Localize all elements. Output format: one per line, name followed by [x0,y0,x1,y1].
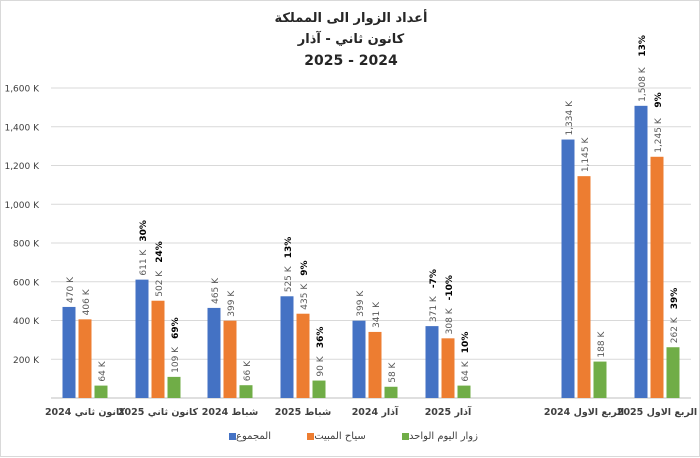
data-label: 406 K [82,288,92,315]
bar [207,307,221,398]
bar [223,320,237,398]
legend-item-total: المجموع [224,431,271,442]
bar [457,385,471,398]
growth-label: 13% [638,35,648,57]
bar [384,386,398,398]
data-label: 308 K [445,307,455,334]
bar [94,385,108,398]
data-label: 1,508 K [638,66,648,102]
x-tick-label: كانون ثاني 2025 [118,407,199,418]
bar [296,313,310,398]
bar [78,319,92,398]
bar [425,326,439,398]
bar [666,347,680,398]
legend-label-same-day: زوار اليوم الواحد [408,431,478,442]
bar [561,139,575,398]
x-tick-label: كانون ثاني 2024 [45,407,126,418]
legend-swatch-same-day [401,432,409,440]
growth-label: 24% [155,241,165,263]
bar [167,376,181,398]
x-tick-label: آذار 2025 [425,405,472,418]
bar [368,331,382,398]
data-label: 470 K [66,276,76,303]
chart-title-line-2: كانون ثاني - آذار [297,32,405,47]
x-tick-label: الربع الاول 2025 [617,407,697,418]
x-tick-label: آذار 2024 [352,405,399,418]
growth-label: 9% [300,260,310,275]
data-label: 399 K [227,290,237,317]
data-label: 109 K [171,346,181,373]
y-tick-label: 200 K [13,356,40,366]
chart-legend: المجموع سياح المبيت زوار اليوم الواحد [1,431,700,442]
growth-label: 13% [284,237,294,259]
data-label: 1,145 K [581,137,591,173]
legend-swatch-overnight [307,432,315,440]
legend-swatch-total [229,432,237,440]
y-tick-label: 1,000 K [4,201,40,211]
bar [280,296,294,398]
chart-title-line-3: 2025 - 2024 [304,53,398,69]
y-tick-label: 400 K [13,317,40,327]
growth-label: 39% [670,288,680,310]
bar [650,156,664,398]
bar [135,279,149,398]
bar [593,361,607,398]
growth-label: 36% [316,327,326,349]
data-label: 611 K [139,249,149,276]
data-label: 64 K [98,360,108,381]
data-label: 371 K [429,295,439,322]
chart-title-line-1: أعداد الزوار الى المملكة [274,11,428,26]
bar [352,320,366,398]
growth-label: 10% [461,332,471,354]
bar [151,300,165,398]
data-label: 188 K [597,331,607,358]
legend-label-total: المجموع [236,431,272,442]
data-label: 58 K [388,361,398,382]
data-label: 1,245 K [654,117,664,153]
x-tick-label: شباط 2024 [202,407,258,418]
growth-label: -7% [429,269,439,288]
data-label: 341 K [372,301,382,328]
data-label: 465 K [211,277,221,304]
data-label: 1,334 K [565,100,575,136]
bar [239,385,253,398]
growth-label: 30% [139,220,149,242]
data-label: 66 K [243,360,253,381]
data-label: 435 K [300,283,310,310]
bar [634,105,648,398]
y-tick-label: 1,600 K [4,85,40,95]
growth-label: 9% [654,92,664,107]
bar [312,380,326,398]
x-tick-label: الربع الاول 2024 [544,407,624,418]
data-label: 502 K [155,270,165,297]
bar [62,306,76,398]
legend-label-overnight: سياح المبيت [314,431,366,442]
y-tick-label: 1,200 K [4,162,40,172]
data-label: 262 K [670,316,680,343]
bar [441,338,455,398]
data-label: 90 K [316,355,326,376]
legend-item-same-day: زوار اليوم الواحد [397,431,478,442]
data-label: 64 K [461,360,471,381]
data-label: 525 K [284,265,294,292]
y-tick-label: 1,400 K [4,123,40,133]
y-tick-label: 600 K [13,278,40,288]
legend-item-overnight: سياح المبيت [302,431,366,442]
data-label: 399 K [356,290,366,317]
bar [577,176,591,398]
growth-label: -10% [445,275,455,300]
x-tick-label: شباط 2025 [275,407,331,418]
growth-label: 69% [171,317,181,339]
y-tick-label: 800 K [13,240,40,250]
